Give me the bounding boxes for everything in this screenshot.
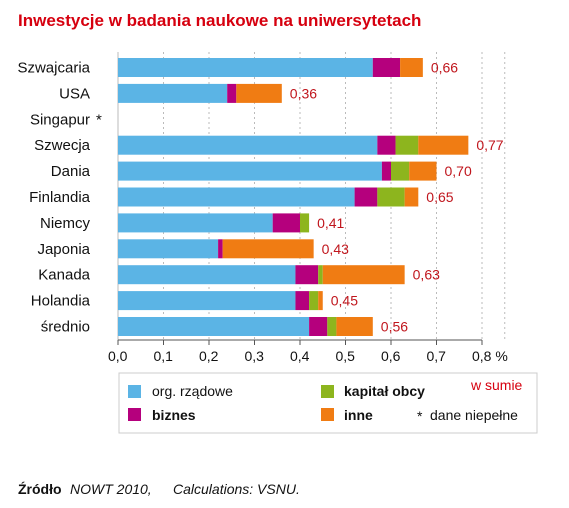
- legend-swatch-kapital-obcy: [321, 385, 334, 398]
- bar-segment: [222, 239, 314, 259]
- legend: org. rządowe biznes kapitał obcy inne w …: [118, 372, 538, 434]
- bar-segment: [377, 187, 405, 207]
- bar-segment: [327, 317, 337, 336]
- x-tick-label: 0,0: [108, 348, 128, 364]
- incomplete-data-mark: *: [96, 111, 102, 128]
- legend-label-inne: inne: [344, 407, 373, 423]
- x-axis-ticks: 0,0 0,1 0,2 0,3 0,4 0,5 0,6 0,7 0,8 %: [108, 339, 508, 364]
- category-label: średnio: [41, 319, 90, 336]
- bar-segment: [227, 83, 237, 103]
- total-label: 0,56: [381, 319, 408, 335]
- total-label: 0,66: [431, 60, 458, 76]
- bar-segment: [118, 135, 378, 155]
- total-label: 0,77: [476, 137, 503, 153]
- bar-segment: [404, 187, 419, 207]
- legend-swatch-biznes: [128, 408, 141, 421]
- x-tick-label: 0,8 %: [472, 348, 508, 364]
- category-label: Niemcy: [40, 215, 91, 232]
- bar-segment: [318, 291, 323, 311]
- category-label: Dania: [51, 163, 91, 180]
- bar-segment: [118, 187, 355, 207]
- bar-segment: [118, 317, 310, 336]
- legend-box: [118, 372, 538, 434]
- bar-segment: [377, 135, 396, 155]
- bar-segment: [118, 161, 382, 181]
- legend-note-partial: dane niepełne: [430, 407, 518, 423]
- x-tick-label: 0,7: [427, 348, 447, 364]
- bar-segment: [118, 239, 219, 259]
- bars: [118, 58, 469, 336]
- bar-segment: [300, 213, 310, 233]
- bar-segment: [395, 135, 419, 155]
- total-label: 0,36: [290, 85, 317, 101]
- category-labels: Szwajcaria USA Singapur * Szwecja Dania Finlan…: [17, 60, 102, 336]
- category-label: Kanada: [38, 267, 90, 284]
- bar-segment: [372, 58, 401, 77]
- source-label: Źródło: [18, 481, 62, 497]
- category-label: Holandia: [31, 293, 91, 310]
- bar-segment: [218, 239, 223, 259]
- bar-segment: [322, 265, 405, 285]
- legend-swatch-inne: [321, 408, 334, 421]
- source-text-2: Calculations: VSNU.: [173, 481, 300, 497]
- x-tick-label: 0,3: [245, 348, 265, 364]
- x-tick-label: 0,1: [154, 348, 174, 364]
- total-labels: 0,66 0,36 0,770,70 0,65 0,41 0,43 0,63 0,45 0,56: [290, 60, 504, 335]
- legend-label-org-rzadowe: org. rządowe: [152, 383, 233, 399]
- bar-segment: [295, 291, 310, 311]
- category-label: USA: [59, 85, 90, 102]
- bar-segment: [391, 161, 410, 181]
- x-tick-label: 0,4: [290, 348, 310, 364]
- legend-star: *: [417, 408, 423, 424]
- category-label: Japonia: [37, 241, 90, 258]
- bar-segment: [118, 83, 228, 103]
- x-tick-label: 0,2: [199, 348, 219, 364]
- bar-segment: [309, 317, 328, 336]
- bar-segment: [118, 291, 296, 311]
- bar-segment: [336, 317, 373, 336]
- source-line: Źródło NOWT 2010, Calculations: VSNU.: [18, 481, 300, 497]
- bar-segment: [318, 265, 323, 285]
- total-label: 0,65: [426, 189, 453, 205]
- bar-segment: [418, 135, 469, 155]
- total-label: 0,43: [322, 241, 349, 257]
- total-label: 0,70: [445, 163, 472, 179]
- total-label: 0,45: [331, 293, 358, 309]
- bar-segment: [400, 58, 423, 77]
- source-text-1: NOWT 2010,: [70, 481, 152, 497]
- bar-segment: [381, 161, 391, 181]
- total-label: 0,41: [317, 215, 344, 231]
- legend-swatch-org-rzadowe: [128, 385, 141, 398]
- legend-label-kapital-obcy: kapitał obcy: [344, 383, 425, 399]
- x-tick-label: 0,6: [381, 348, 401, 364]
- bar-segment: [118, 265, 296, 285]
- chart-title: Inwestycje w badania naukowe na uniwersy…: [18, 11, 421, 30]
- bar-segment: [236, 83, 282, 103]
- legend-note-total: w sumie: [470, 377, 523, 393]
- bar-segment: [309, 291, 319, 311]
- bar-segment: [272, 213, 300, 233]
- category-label: Singapur: [30, 111, 90, 128]
- legend-label-biznes: biznes: [152, 407, 196, 423]
- total-label: 0,63: [413, 267, 440, 283]
- category-label: Szwecja: [34, 137, 91, 154]
- category-label: Finlandia: [29, 189, 91, 206]
- bar-segment: [118, 58, 373, 77]
- bar-segment: [409, 161, 437, 181]
- bar-segment: [295, 265, 319, 285]
- category-label: Szwajcaria: [17, 60, 90, 77]
- bar-segment: [354, 187, 378, 207]
- bar-segment: [118, 213, 273, 233]
- x-tick-label: 0,5: [336, 348, 356, 364]
